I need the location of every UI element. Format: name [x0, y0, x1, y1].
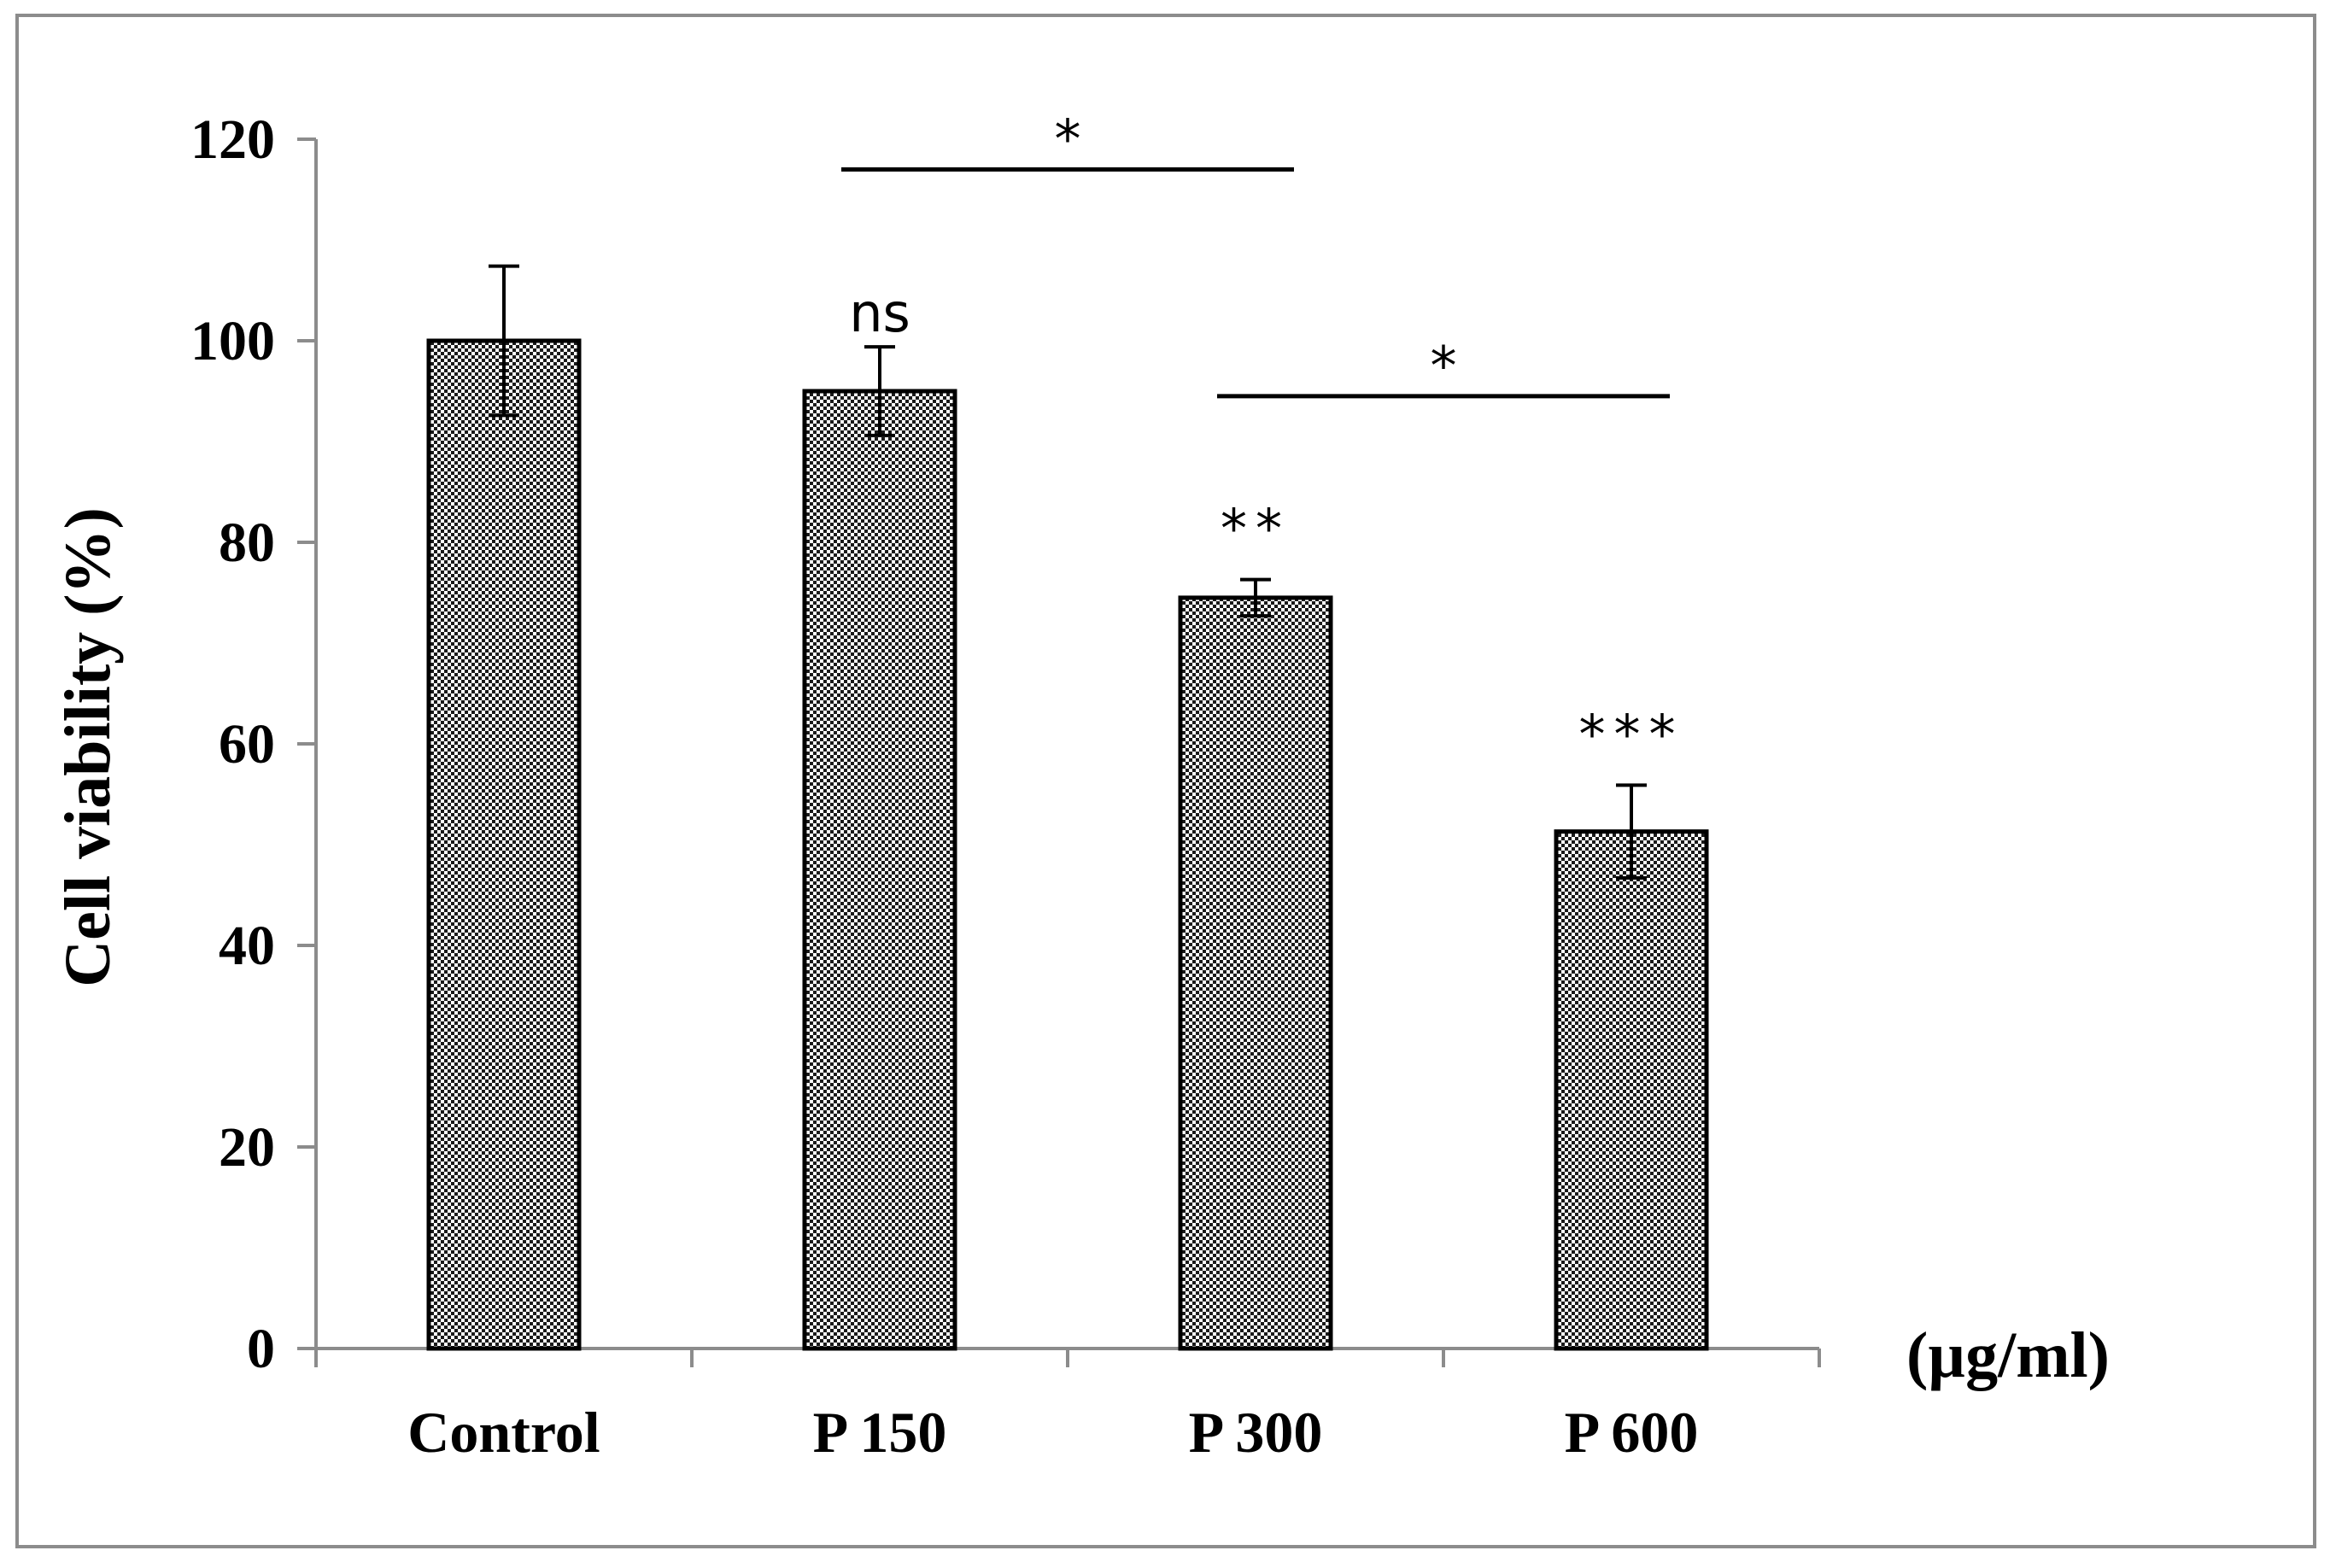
comparison-label: * [1055, 108, 1081, 170]
bar [802, 389, 957, 1351]
y-tick-label: 20 [219, 1116, 275, 1179]
y-tick-label: 120 [190, 108, 275, 171]
x-category-label: Control [407, 1400, 600, 1465]
y-tick-label: 100 [190, 310, 275, 372]
y-tick-label: 40 [219, 915, 275, 977]
x-category-label: P 600 [1565, 1400, 1699, 1465]
x-category-label: P 150 [813, 1400, 947, 1465]
bar [426, 338, 582, 1351]
x-category-label: P 300 [1189, 1400, 1323, 1465]
bar [1554, 829, 1709, 1351]
y-tick-label: 80 [219, 512, 275, 574]
significance-label: ** [1221, 498, 1291, 560]
y-axis-title: Cell viability (%) [52, 507, 124, 987]
chart-frame [15, 14, 2316, 1548]
significance-label: ns [849, 282, 910, 344]
y-tick-label: 0 [247, 1318, 275, 1380]
unit-label: (µg/ml) [1906, 1319, 2110, 1391]
comparison-label: * [1431, 335, 1457, 397]
y-tick-label: 60 [219, 713, 275, 775]
significance-label: *** [1579, 703, 1684, 765]
bar [1178, 595, 1333, 1351]
